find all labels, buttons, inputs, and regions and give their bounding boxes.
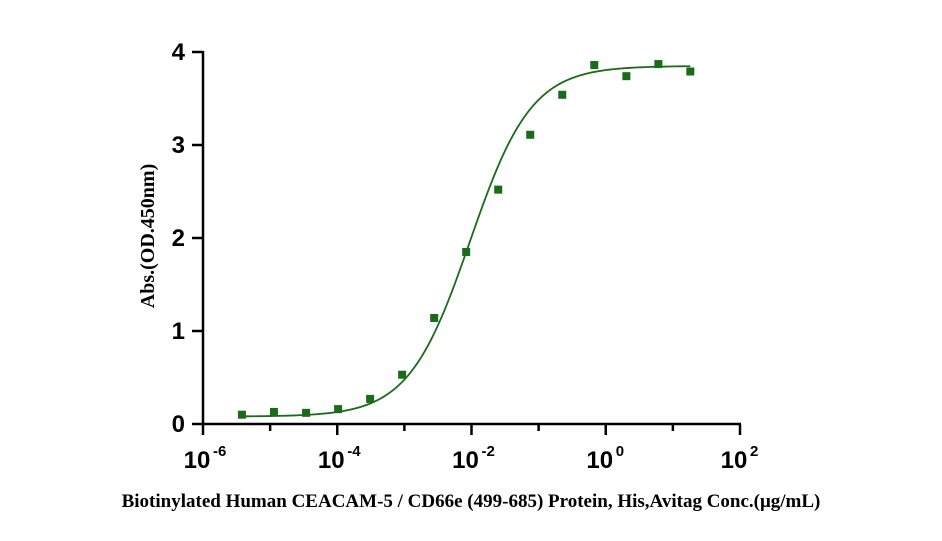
data-point <box>686 67 695 76</box>
x-tick-exponent: -4 <box>347 443 361 460</box>
data-point <box>398 370 407 379</box>
data-point <box>334 405 343 414</box>
y-tick-label: 3 <box>172 132 185 159</box>
x-tick-label: 10 0 <box>586 443 624 474</box>
data-point <box>558 90 567 99</box>
fit-curve <box>241 65 691 418</box>
data-point <box>494 185 503 194</box>
y-axis-label: Abs.(OD.450nm) <box>137 164 159 308</box>
data-point <box>302 408 311 417</box>
data-point <box>590 61 599 70</box>
x-tick-exponent: 0 <box>616 443 624 460</box>
x-axis-label: Biotinylated Human CEACAM-5 / CD66e (499… <box>122 491 821 512</box>
x-tick-exponent: -2 <box>482 443 495 460</box>
x-tick-base: 10 <box>721 447 748 474</box>
x-tick-exponent: 2 <box>750 443 758 460</box>
data-point <box>654 60 663 69</box>
y-tick-label: 2 <box>172 225 185 252</box>
x-tick-base: 10 <box>586 447 613 474</box>
data-point <box>430 313 439 322</box>
x-tick-label: 10 -4 <box>318 443 361 474</box>
x-tick-label: 10 -2 <box>452 443 495 474</box>
x-tick-base: 10 <box>452 447 479 474</box>
x-ticks: 10 -6 10 -4 10 -2 10 0 10 2 <box>184 424 759 474</box>
data-points <box>237 60 695 419</box>
x-tick-base: 10 <box>184 447 211 474</box>
x-tick-label: 10 -6 <box>184 443 227 474</box>
x-tick-label: 10 2 <box>721 443 759 474</box>
data-point <box>622 72 631 81</box>
y-tick-label: 4 <box>172 39 186 66</box>
data-point <box>269 407 278 416</box>
x-tick-base: 10 <box>318 447 345 474</box>
y-ticks: 0 1 2 3 4 <box>172 39 203 438</box>
data-point <box>462 247 471 256</box>
x-tick-exponent: -6 <box>213 443 226 460</box>
data-point <box>237 410 246 419</box>
data-point <box>526 130 535 139</box>
y-tick-label: 1 <box>172 318 185 345</box>
data-point <box>366 394 375 403</box>
y-tick-label: 0 <box>172 411 185 438</box>
